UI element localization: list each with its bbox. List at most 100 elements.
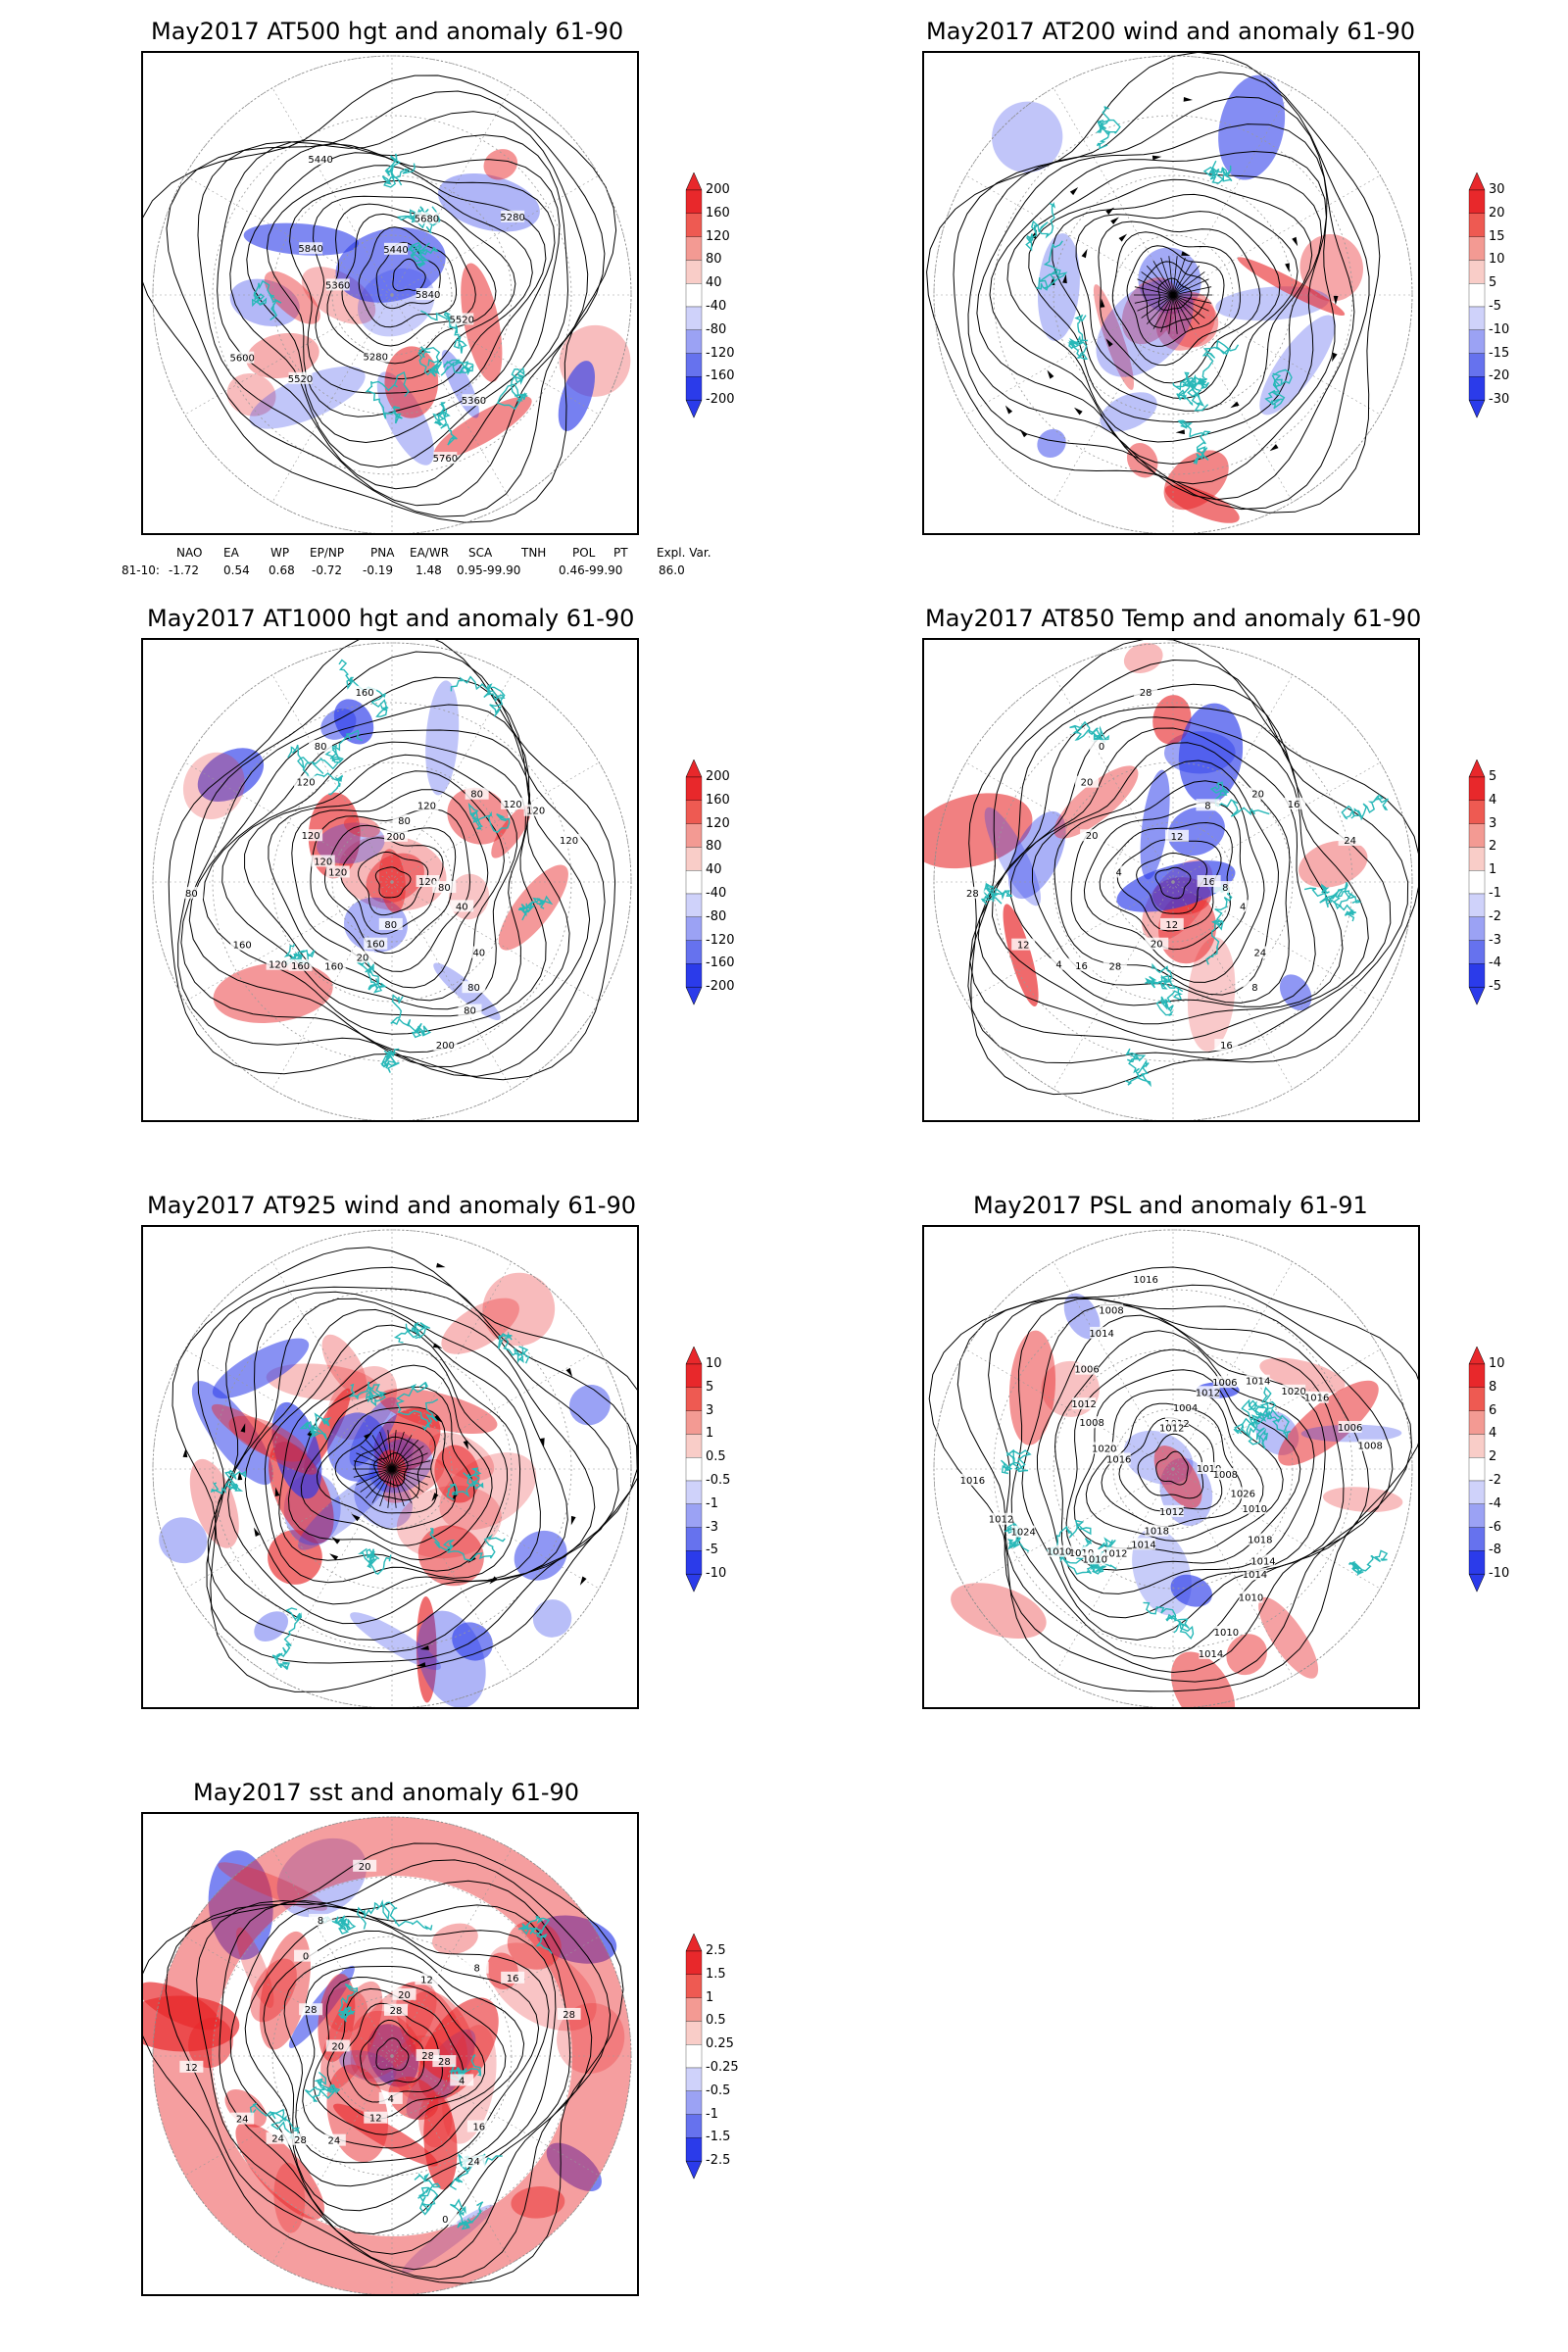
wind-arrow — [432, 1343, 443, 1348]
coastline — [1264, 368, 1293, 410]
coastline — [1236, 1414, 1269, 1449]
pole-streamline — [391, 1468, 419, 1498]
anomaly-shading — [1226, 1634, 1267, 1676]
contour-label-bg — [353, 685, 377, 698]
contour-label: 1010 — [1069, 1548, 1094, 1559]
contour-line — [196, 1880, 593, 2271]
hemisphere-boundary — [933, 642, 1413, 1120]
contour-label-bg — [557, 2007, 581, 2020]
colorbar-label: 40 — [706, 862, 722, 878]
coastline — [348, 1381, 387, 1407]
contour-label: 40 — [456, 902, 468, 912]
pole-streamline — [1172, 294, 1209, 312]
anomaly-shading — [1153, 1446, 1202, 1509]
anomaly-shading — [536, 1915, 617, 1964]
contour-line — [1075, 211, 1281, 400]
contour-label-bg — [1338, 1420, 1362, 1433]
contour-line — [264, 1324, 521, 1584]
wind-arrow — [1105, 338, 1113, 348]
colorbar-psl: 10 8 6 4 2 -2 -4 -6 -8 -10 — [1467, 1346, 1555, 1616]
coastline — [1176, 377, 1210, 408]
wind-arrow — [237, 1470, 243, 1481]
contour-label: 80 — [185, 889, 198, 900]
pole-streamline — [391, 1452, 428, 1470]
contour-label: 1008 — [1079, 1418, 1103, 1429]
pole-streamline — [1172, 294, 1178, 334]
contour-label: 0 — [303, 1952, 309, 1963]
anomaly-shading — [276, 1838, 368, 1918]
meridian-line — [391, 1348, 600, 1470]
wind-arrow — [1047, 369, 1054, 379]
contour-line — [1126, 245, 1225, 347]
contour-label-bg — [466, 946, 491, 958]
colorbar-label: -160 — [706, 368, 735, 384]
hemisphere-boundary — [933, 1229, 1413, 1707]
pole-streamline — [356, 1468, 393, 1486]
contour-label-bg — [1196, 1386, 1220, 1398]
hemisphere-boundary — [152, 1229, 632, 1707]
contour-label: 80 — [464, 1006, 476, 1017]
anomaly-shading — [1037, 233, 1080, 341]
pole-streamline — [1172, 278, 1209, 296]
anomaly-shading — [514, 1530, 567, 1581]
panel-title-sst: May2017 sst and anomaly 61-90 — [193, 1779, 580, 1806]
idx-value-epnp: -0.72 — [312, 564, 343, 577]
anomaly-shading — [228, 1415, 308, 1462]
contour-label: 1010 — [1082, 1554, 1106, 1565]
pole-streamline — [391, 1446, 424, 1470]
anomaly-shading — [1259, 1357, 1346, 1394]
pole-streamline — [353, 1468, 393, 1478]
anomaly-shading — [189, 1458, 239, 1548]
contour-line — [1137, 1433, 1204, 1499]
meridian-line — [271, 1848, 393, 2057]
coastline — [432, 402, 458, 446]
contour-label: 4 — [1055, 960, 1061, 971]
idx-value-ea: 0.54 — [223, 564, 250, 577]
contour-label: 1004 — [1173, 1403, 1198, 1414]
anomaly-shading — [1278, 1380, 1379, 1466]
idx-value-wp: 0.68 — [269, 564, 295, 577]
idx-header-tnh: TNH — [521, 546, 547, 560]
contour-line — [268, 770, 505, 1002]
pole-streamline — [1146, 266, 1174, 296]
contour-label-bg — [325, 278, 350, 291]
contour-label: 24 — [271, 2134, 284, 2145]
contour-line — [1155, 1450, 1189, 1486]
contour-label: 0 — [1099, 742, 1104, 753]
meridian-line — [391, 294, 513, 503]
pole-streamline — [387, 1468, 393, 1508]
wind-arrow — [1332, 352, 1338, 363]
contour-label-bg — [1102, 1546, 1127, 1559]
pole-streamline — [1172, 294, 1194, 329]
coastline — [381, 153, 416, 188]
contour-label: 24 — [467, 2157, 480, 2168]
contour-label-bg — [1196, 799, 1220, 811]
contour-label: 80 — [438, 883, 451, 894]
idx-value-eawr: 1.48 — [416, 564, 442, 577]
coastline — [1341, 794, 1389, 821]
contour-label: 4 — [1240, 902, 1246, 912]
contour-label: 120 — [302, 831, 320, 842]
wind-arrow — [419, 1644, 429, 1650]
colorbar-label: -40 — [706, 886, 727, 901]
contour-line — [323, 824, 457, 955]
contour-line — [1116, 839, 1222, 932]
pole-streamline — [391, 1435, 413, 1470]
coastline — [1172, 371, 1197, 407]
wind-arrow — [433, 1414, 442, 1423]
anomaly-shading — [1140, 769, 1170, 880]
pole-streamline — [1134, 286, 1174, 296]
anomaly-shading — [1258, 1596, 1319, 1679]
contour-label-bg — [1047, 1544, 1071, 1557]
wind-arrow — [1285, 263, 1290, 272]
contour-line — [266, 165, 547, 417]
meridian-line — [271, 294, 393, 503]
contour-label: 4 — [388, 2094, 394, 2105]
colorbar-swatches — [685, 1346, 703, 1592]
contour-line — [1054, 760, 1280, 996]
meridian-line — [391, 1936, 600, 2057]
polar-map-plot: 1010101010121014101610201018101410261024… — [928, 1229, 1418, 1707]
contour-label: 1008 — [1357, 1442, 1382, 1452]
contour-label-bg — [433, 2213, 458, 2226]
anomaly-shading — [483, 149, 518, 180]
